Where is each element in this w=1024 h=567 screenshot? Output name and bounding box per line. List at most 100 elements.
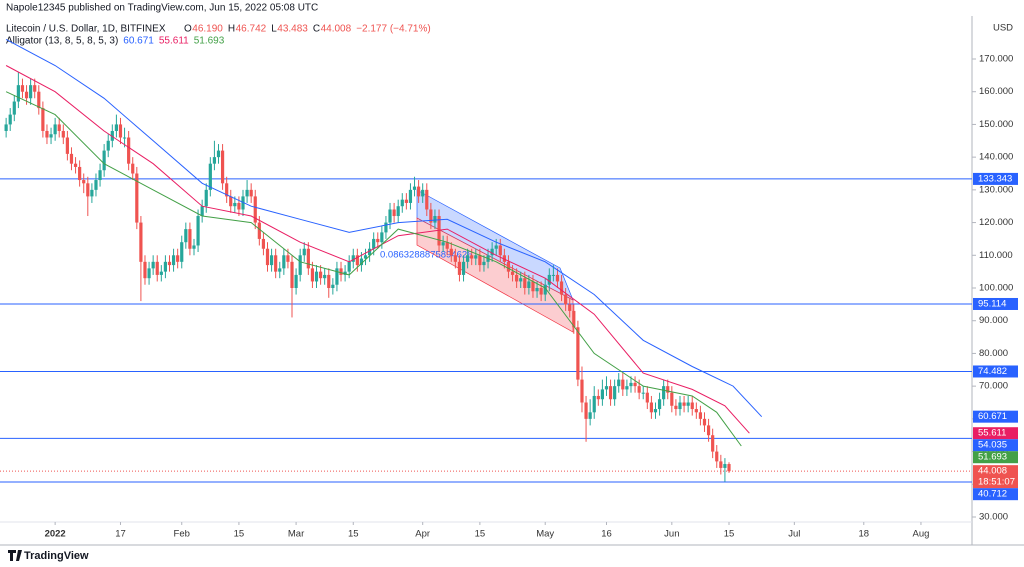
candle-body [698, 412, 703, 419]
candle-body [65, 137, 69, 154]
candle-body [588, 412, 592, 419]
candle-body [302, 248, 306, 256]
candle-body [657, 399, 662, 410]
candle-body [143, 261, 147, 279]
candle-body [592, 395, 596, 413]
candle-body [580, 379, 584, 403]
candle-body [702, 418, 707, 426]
candle-body [53, 124, 57, 135]
currency: USD [993, 23, 1013, 34]
candle-body [171, 255, 176, 266]
candle-body [323, 274, 327, 279]
candle-body [404, 199, 408, 203]
candle-body [551, 274, 555, 276]
candle-body [167, 261, 172, 266]
time-tick-label: 2022 [45, 529, 66, 540]
candle-body [625, 386, 629, 390]
candle-body [421, 189, 425, 197]
ohlc-field: H [228, 24, 235, 35]
candle-body [339, 268, 343, 275]
candle-body [90, 189, 94, 197]
price-label-box [973, 172, 1018, 185]
candle-body [682, 402, 686, 406]
candle-body [392, 209, 396, 217]
time-tick-label: May [536, 529, 554, 540]
candle-body [662, 386, 666, 400]
candle-body [547, 274, 551, 285]
candle-body [519, 278, 523, 282]
candle-body [225, 183, 229, 197]
candle-body [24, 91, 29, 99]
candle-body [490, 248, 494, 256]
price-label: 95.114 [978, 299, 1006, 310]
candle-body [437, 216, 441, 246]
candle-body [502, 255, 506, 262]
candle-body [233, 202, 237, 207]
candle-body [535, 288, 539, 292]
candle-body [314, 271, 319, 282]
indicator-value: 55.611 [159, 36, 189, 47]
candle-body [355, 255, 359, 266]
price-label: 54.035 [978, 440, 1007, 451]
candle-body [613, 386, 617, 400]
price-label-box [973, 410, 1018, 423]
candle-body [690, 402, 694, 410]
time-tick-label: 15 [348, 529, 359, 540]
drawing-text: 0.0863288875894626 [380, 250, 472, 261]
candle-body [441, 242, 445, 246]
candle-body [106, 140, 110, 151]
candle-body [180, 242, 184, 262]
candle-body [425, 189, 429, 210]
candle-body [331, 284, 335, 289]
candle-body [506, 261, 511, 272]
candle-body [478, 255, 482, 266]
candle-body [139, 222, 143, 262]
candle-body [220, 150, 225, 184]
candle-body [151, 261, 155, 269]
candle-body [433, 216, 437, 223]
candle-body [645, 392, 649, 403]
candle-body [596, 395, 600, 400]
candle-body [294, 274, 298, 289]
price-tick-label: 120.000 [979, 217, 1013, 228]
candle-body [417, 186, 421, 197]
candle-body [670, 392, 674, 406]
ohlc-field: C [313, 24, 320, 35]
time-tick-label: 18 [858, 529, 869, 540]
time-tick-label: 17 [115, 529, 126, 540]
candle-body [600, 389, 604, 400]
candle-body [114, 124, 118, 131]
price-tick-label: 100.000 [979, 283, 1013, 294]
candle-body [257, 222, 261, 239]
candle-body [118, 124, 123, 138]
candle-body [388, 209, 392, 223]
candle-body [523, 278, 527, 289]
candle-body [229, 196, 233, 207]
candle-body [576, 327, 580, 380]
candle-body [82, 180, 86, 184]
candle-body [376, 238, 380, 243]
candle-body [715, 451, 719, 462]
candle-body [16, 85, 20, 102]
candle-body [686, 402, 690, 406]
candle-body [653, 409, 658, 413]
candle-body [457, 261, 462, 275]
candle-body [147, 268, 151, 279]
price-label: 55.611 [978, 428, 1006, 439]
candle-body [711, 435, 715, 452]
candle-body [127, 137, 131, 164]
candle-body [510, 271, 515, 275]
candle-body [666, 386, 670, 393]
candle-body [69, 153, 74, 164]
publisher: Napole12345 published on TradingView.com… [6, 3, 318, 14]
candle-body [98, 170, 102, 181]
price-tick-label: 150.000 [979, 119, 1013, 130]
candle-body [61, 130, 65, 138]
ohlc-field: O [184, 24, 192, 35]
candle-body [41, 108, 45, 131]
price-tick-label: 160.000 [979, 86, 1013, 97]
time-tick-label: 15 [234, 529, 245, 540]
candle-body [135, 173, 139, 223]
